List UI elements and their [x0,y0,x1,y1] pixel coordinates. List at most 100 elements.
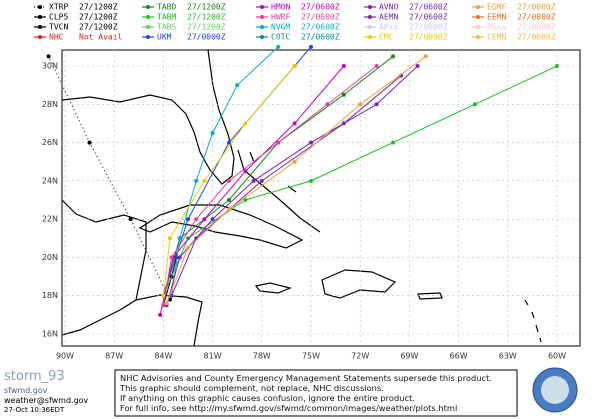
track-point [276,44,281,49]
lat-label: 16N [42,330,58,339]
legend-marker [476,15,480,19]
track-point [259,178,264,183]
legend-model: APxx [379,23,398,32]
legend-time: 27/0000Z [409,23,448,32]
legend-marker [146,25,150,29]
legend-time: 27/1200Z [79,23,118,32]
track-point [169,293,174,298]
model-track [171,46,279,296]
track-point [210,131,215,135]
legend-time: 27/0000Z [517,13,556,22]
legend-time: 27/0000Z [517,23,556,32]
legend-marker [368,35,372,39]
track-point [227,198,231,202]
legend-marker [146,35,150,39]
model-track [48,56,171,300]
legend-model: HMON [271,3,290,12]
legend-model: TABM [157,13,176,22]
lat-label: 30N [42,62,58,71]
track-point [358,102,363,107]
legend-time: 27/0600Z [409,13,448,22]
legend-time: Not Avail [79,33,123,42]
legend-time: 27/1200Z [79,3,118,12]
track-point [177,236,182,241]
legend-marker [38,5,42,9]
legend-marker [368,15,372,19]
legend-model: TVCN [49,23,68,32]
legend-marker [368,5,372,9]
legend-model: CEMN [487,33,506,42]
legend-time: 27/1200Z [187,23,226,32]
legend-marker [368,25,372,29]
track-point [227,140,231,145]
track-point [309,140,313,145]
legend-time: 27/0000Z [517,33,556,42]
legend-model: NHC [49,33,64,42]
legend-model: TABS [157,23,176,32]
lon-label: 72W [351,352,369,361]
track-point [243,198,248,202]
lon-label: 60W [548,352,566,361]
legend-time: 27/0600Z [301,23,340,32]
track-point [374,64,379,68]
track-point [227,178,231,183]
seal-inner [541,376,569,404]
lat-label: 24N [42,176,58,185]
legend-marker [38,35,42,39]
lat-label: 28N [42,100,58,109]
model-track [162,56,394,296]
legend-time: 27/0000Z [517,3,556,12]
footer: storm_93 sfwmd.gov weather@sfwmd.gov 27-… [4,367,578,417]
track-point [194,178,199,183]
lon-label: 90W [56,352,74,361]
email: weather@sfwmd.gov [4,396,89,405]
track-point [415,64,420,68]
legend-marker [476,35,480,39]
track-point [164,301,169,306]
track-point [276,140,281,145]
lon-label: 75W [302,352,320,361]
track-point [341,64,346,68]
model-track [166,56,427,304]
track-point [161,293,166,298]
track-point [167,236,172,241]
track-point [202,217,207,222]
lon-label: 87W [105,352,123,361]
track-point [309,178,313,183]
lat-label: 18N [42,291,58,300]
track-point [87,140,92,145]
track-point [292,121,297,126]
lon-label: 84W [154,352,172,361]
tracks [46,44,559,317]
track-point [391,54,395,59]
legend-model: CMC [379,33,394,42]
track-point [243,121,248,126]
legend: XTRP 27/1200Z CLP5 27/1200Z TVCN 27/1200Z NHC N… [34,3,556,42]
track-point [210,217,215,222]
lat-label: 22N [42,215,58,224]
site: sfwmd.gov [4,386,48,395]
coastlines [61,49,542,347]
legend-time: 27/0600Z [301,3,340,12]
track-point [161,303,166,308]
track-point [555,64,559,68]
lon-label: 78W [253,352,271,361]
lat-label: 20N [42,253,58,262]
notice-line: NHC Advisories and County Emergency Mana… [120,373,492,383]
legend-time: 27/1200Z [187,13,226,22]
legend-time: 27/0600Z [409,3,448,12]
legend-model: NVGM [271,23,290,32]
track-point [169,255,174,260]
legend-time: 27/1200Z [187,3,226,12]
logo: storm_93 [4,369,65,384]
track-point [186,217,190,222]
track-point [391,140,395,145]
legend-time: 27/0600Z [301,13,340,22]
legend-time: 27/0600Z [301,33,340,42]
track-point [158,312,163,317]
notice-line: For full info, see http://my.sfwmd.gov/s… [120,403,457,413]
timestamp: 27-Oct 10:36EDT [4,406,65,414]
track-point [292,159,297,164]
legend-marker [260,5,264,9]
